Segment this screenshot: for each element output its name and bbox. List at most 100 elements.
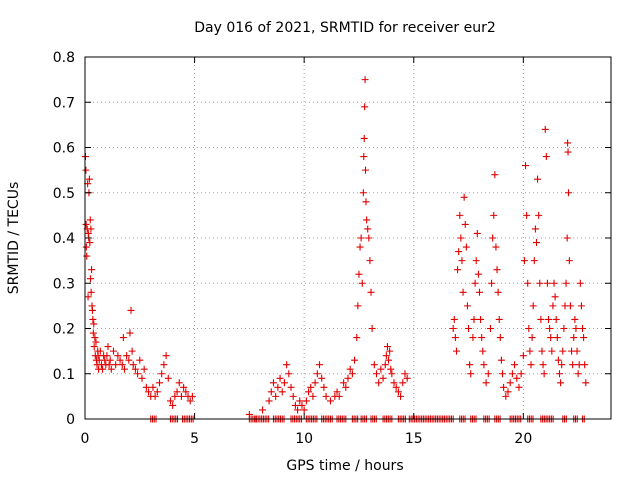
data-point bbox=[532, 239, 540, 247]
data-point bbox=[526, 347, 534, 355]
data-point bbox=[177, 392, 185, 400]
data-point bbox=[370, 361, 378, 369]
data-point bbox=[340, 379, 348, 387]
data-point bbox=[471, 279, 479, 287]
data-point bbox=[316, 361, 324, 369]
data-point bbox=[375, 379, 383, 387]
data-point bbox=[546, 325, 554, 332]
data-point bbox=[388, 370, 396, 378]
data-point bbox=[536, 279, 544, 287]
data-point bbox=[551, 293, 559, 301]
data-point bbox=[300, 406, 308, 414]
data-point bbox=[160, 361, 168, 369]
data-point bbox=[136, 356, 144, 364]
data-point bbox=[538, 347, 546, 355]
data-point bbox=[559, 347, 567, 355]
data-point bbox=[302, 397, 310, 405]
data-point bbox=[576, 279, 584, 287]
data-point bbox=[278, 388, 286, 396]
data-point bbox=[449, 325, 457, 332]
data-point bbox=[320, 383, 328, 391]
data-point bbox=[488, 279, 496, 287]
data-point bbox=[531, 225, 539, 233]
data-point bbox=[479, 347, 487, 355]
data-point bbox=[560, 325, 568, 332]
data-point bbox=[162, 352, 170, 360]
data-point bbox=[563, 234, 571, 242]
data-point bbox=[554, 356, 562, 364]
data-point bbox=[173, 388, 181, 396]
data-point bbox=[523, 211, 531, 219]
data-point bbox=[289, 392, 297, 400]
data-point bbox=[296, 397, 304, 405]
data-point bbox=[574, 370, 582, 378]
y-axis-label: SRMTID / TECUs bbox=[6, 182, 22, 295]
data-point bbox=[497, 356, 505, 364]
y-tick-label: 0.1 bbox=[53, 367, 75, 383]
data-point bbox=[506, 379, 514, 387]
data-point bbox=[577, 302, 585, 310]
data-point bbox=[511, 361, 519, 369]
data-point bbox=[104, 343, 112, 351]
data-point bbox=[186, 397, 194, 405]
data-point bbox=[508, 370, 516, 378]
data-point bbox=[265, 397, 273, 405]
data-point bbox=[90, 320, 98, 328]
data-point bbox=[552, 315, 560, 323]
data-point bbox=[465, 325, 473, 332]
data-point bbox=[360, 134, 368, 142]
data-point bbox=[107, 365, 115, 373]
data-point bbox=[367, 288, 375, 296]
data-point bbox=[333, 388, 341, 396]
data-point bbox=[164, 374, 172, 382]
data-point bbox=[131, 365, 139, 373]
data-point bbox=[502, 392, 510, 400]
data-point bbox=[92, 338, 100, 346]
data-point bbox=[359, 189, 367, 197]
data-point bbox=[114, 352, 122, 360]
y-tick-label: 0.2 bbox=[53, 322, 75, 338]
data-point bbox=[547, 334, 555, 342]
y-tick-label: 0.6 bbox=[53, 141, 75, 157]
data-point bbox=[463, 302, 471, 310]
data-point bbox=[397, 392, 405, 400]
data-point bbox=[309, 392, 317, 400]
data-point bbox=[112, 361, 120, 369]
data-point bbox=[455, 248, 463, 256]
data-point bbox=[570, 334, 578, 342]
data-point bbox=[456, 211, 464, 219]
data-point bbox=[86, 239, 94, 247]
data-point bbox=[156, 379, 164, 387]
y-tick-label: 0.5 bbox=[53, 186, 75, 202]
data-point bbox=[528, 334, 536, 342]
data-point bbox=[89, 329, 97, 337]
data-point bbox=[366, 257, 374, 265]
data-point bbox=[335, 392, 343, 400]
data-point bbox=[581, 361, 589, 369]
data-point bbox=[354, 302, 362, 310]
y-tick-label: 0.8 bbox=[53, 50, 75, 66]
x-tick-label: 10 bbox=[295, 431, 313, 447]
data-point bbox=[272, 392, 280, 400]
data-point bbox=[355, 270, 363, 278]
data-point bbox=[318, 374, 326, 382]
data-point bbox=[109, 347, 117, 355]
data-point bbox=[383, 343, 391, 351]
data-point bbox=[134, 370, 142, 378]
data-point bbox=[83, 252, 91, 260]
data-point bbox=[88, 306, 96, 314]
data-point bbox=[542, 153, 550, 161]
data-point bbox=[534, 175, 542, 183]
data-point bbox=[562, 279, 570, 287]
data-point bbox=[499, 370, 507, 378]
data-point bbox=[368, 325, 376, 332]
data-point bbox=[87, 288, 95, 296]
data-point bbox=[470, 315, 478, 323]
data-point bbox=[537, 315, 545, 323]
data-point bbox=[362, 166, 370, 174]
data-point bbox=[86, 275, 94, 283]
data-point bbox=[494, 288, 502, 296]
grid bbox=[85, 57, 611, 419]
data-point bbox=[564, 189, 572, 197]
